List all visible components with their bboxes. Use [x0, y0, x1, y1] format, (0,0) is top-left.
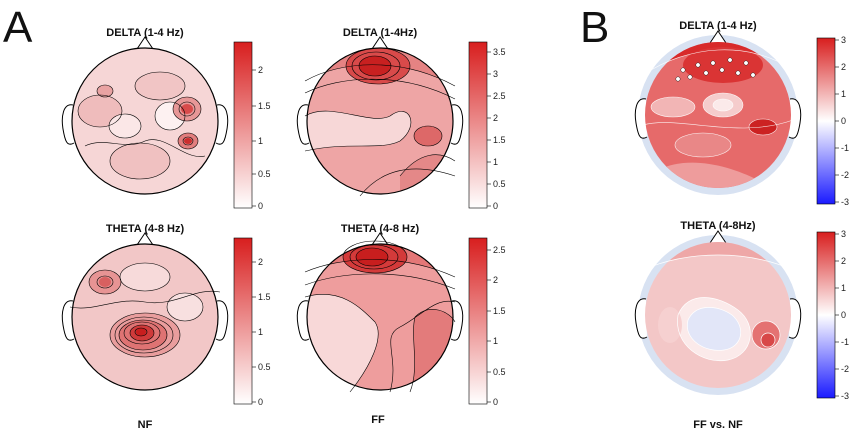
map-title-nf-delta: DELTA (1-4 Hz)	[106, 27, 184, 39]
tick-label: -1	[841, 143, 849, 153]
head-outline	[61, 36, 229, 145]
tick-label: 1	[493, 336, 498, 346]
topomap-ff-theta	[296, 232, 464, 393]
condition-label-ff: FF	[371, 414, 385, 426]
tick-label: 1.5	[258, 292, 271, 302]
tick-label: 1.5	[258, 101, 271, 111]
tick-label: 2	[258, 257, 263, 267]
tick-label: 1.5	[493, 135, 506, 145]
tick-label: 0	[493, 397, 498, 407]
head-outline	[634, 230, 802, 339]
tick-label: 1.5	[493, 306, 506, 316]
topomap-nf-theta	[61, 232, 229, 391]
tick-label: -2	[841, 364, 849, 374]
tick-label: 0	[258, 201, 263, 211]
colorbar-diff-theta: 3 2 1 0 -1 -2 -3	[816, 229, 849, 401]
map-title-ff-theta: THETA (4-8 Hz)	[340, 223, 420, 235]
topomap-diff-theta	[634, 230, 802, 395]
tick-label: 2	[258, 65, 263, 75]
head-outline	[296, 36, 464, 145]
tick-label: 2	[493, 275, 498, 285]
tick-label: 1	[841, 283, 846, 293]
panel-letter-a: A	[3, 3, 33, 52]
colorbar-nf-delta: 2 1.5 1 0.5 0	[233, 41, 271, 211]
tick-label: 1	[841, 89, 846, 99]
tick-label: 1	[258, 327, 263, 337]
tick-label: 0	[841, 310, 846, 320]
tick-label: 2.5	[493, 91, 506, 101]
tick-label: 2	[841, 256, 846, 266]
tick-label: -2	[841, 170, 849, 180]
tick-label: 0	[841, 116, 846, 126]
colorbar-ff-theta: 2.5 2 1.5 1 0.5 0	[468, 237, 506, 407]
topomap-diff-delta	[634, 30, 802, 195]
topomap-ff-delta	[296, 36, 464, 197]
tick-label: 2.5	[493, 245, 506, 255]
tick-label: 2	[841, 62, 846, 72]
topomap-nf-delta	[61, 36, 229, 195]
tick-label: 1	[493, 157, 498, 167]
tick-label: 3	[841, 35, 846, 45]
tick-label: 3	[841, 229, 846, 239]
tick-label: 0.5	[258, 362, 271, 372]
tick-label: 0.5	[493, 367, 506, 377]
tick-label: -3	[841, 391, 849, 401]
condition-label-diff: FF vs. NF	[693, 419, 743, 431]
map-title-nf-theta: THETA (4-8 Hz)	[105, 223, 185, 235]
tick-label: 0.5	[493, 179, 506, 189]
colorbar-diff-delta: 3 2 1 0 -1 -2 -3	[816, 35, 849, 207]
colorbar-ff-delta: 3.5 3 2.5 2 1.5 1 0.5 0	[468, 41, 506, 211]
condition-label-nf: NF	[137, 419, 153, 431]
tick-label: -1	[841, 337, 849, 347]
tick-label: 3.5	[493, 47, 506, 57]
tick-label: 1	[258, 136, 263, 146]
map-title-ff-delta: DELTA (1-4Hz)	[342, 27, 418, 39]
tick-label: -3	[841, 197, 849, 207]
map-title-diff-delta: DELTA (1-4 Hz)	[679, 20, 757, 32]
tick-label: 0.5	[258, 169, 271, 179]
tick-label: 2	[493, 113, 498, 123]
head-outline	[634, 30, 802, 139]
head-outline	[61, 232, 229, 341]
electrode-markers	[675, 57, 756, 82]
tick-label: 3	[493, 69, 498, 79]
map-title-diff-theta: THETA (4-8Hz)	[680, 220, 756, 232]
tick-label: 0	[258, 397, 263, 407]
tick-label: 0	[493, 201, 498, 211]
panel-letter-b: B	[580, 3, 610, 52]
colorbar-nf-theta: 2 1.5 1 0.5 0	[233, 237, 271, 407]
